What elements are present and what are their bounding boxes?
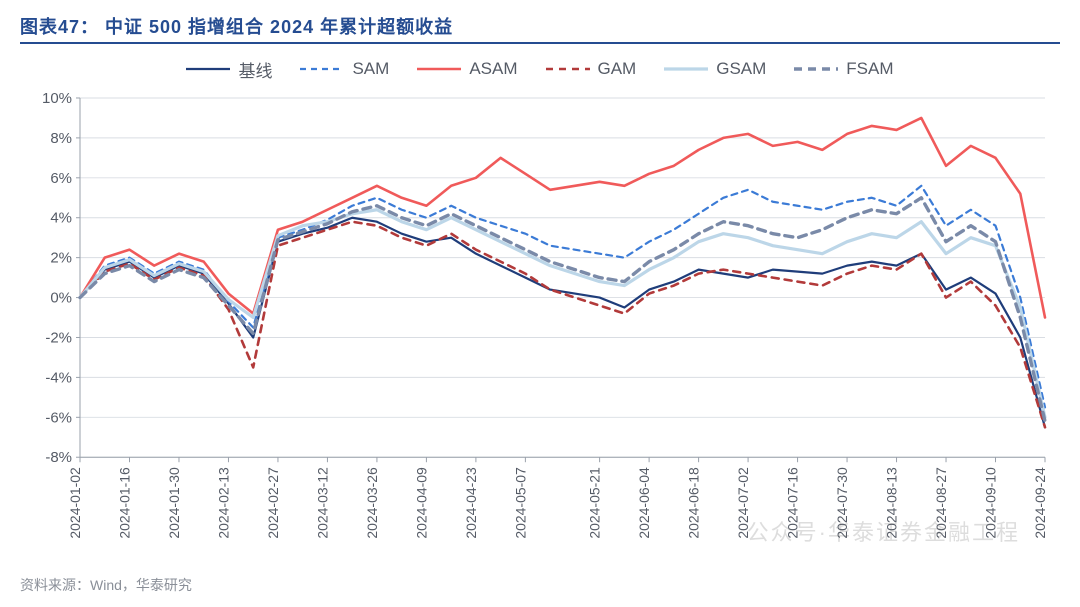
legend-item-fsam: FSAM <box>794 59 893 79</box>
legend-label-asam: ASAM <box>469 59 517 79</box>
x-tick-label: 2024-05-07 <box>512 467 528 539</box>
legend-swatch-asam <box>417 62 461 76</box>
legend-item-baseline: 基线 <box>186 57 272 82</box>
series-gam <box>80 222 1045 428</box>
series-baseline <box>80 218 1045 428</box>
legend-swatch-baseline <box>186 62 230 76</box>
x-tick-label: 2024-01-02 <box>67 467 83 539</box>
x-tick-label: 2024-03-12 <box>314 467 330 539</box>
chart-area: 基线 SAM ASAM GAM GSAM FSAM -8% -6% -4% -2% 0% 2% 4% 6… <box>20 50 1060 567</box>
legend-label-gam: GAM <box>598 59 637 79</box>
y-tick-label: 6% <box>50 170 72 187</box>
x-tick-label: 2024-03-26 <box>364 467 380 539</box>
y-tick-label: -2% <box>45 329 72 346</box>
plot-region: -8% -6% -4% -2% 0% 2% 4% 6% 8% 10% 2024-01-02 2024-… <box>20 88 1060 567</box>
title-bar: 图表47： 中证 500 指增组合 2024 年累计超额收益 <box>20 10 1060 44</box>
series-gsam <box>80 210 1045 418</box>
chart-figure: 图表47： 中证 500 指增组合 2024 年累计超额收益 基线 SAM ASAM… <box>0 0 1080 607</box>
x-tick-label: 2024-06-04 <box>636 467 652 539</box>
legend-swatch-gsam <box>664 62 708 76</box>
legend-item-sam: SAM <box>300 59 389 79</box>
legend-item-gam: GAM <box>546 59 637 79</box>
x-tick-label: 2024-07-30 <box>834 467 850 539</box>
plot-svg: -8% -6% -4% -2% 0% 2% 4% 6% 8% 10% 2024-01-02 2024-… <box>20 88 1060 567</box>
legend-swatch-gam <box>546 62 590 76</box>
x-tick-label: 2024-04-23 <box>463 467 479 539</box>
chart-title: 图表47： 中证 500 指增组合 2024 年累计超额收益 <box>20 13 453 39</box>
x-tick-label: 2024-07-02 <box>735 467 751 539</box>
source-footer: 资料来源：Wind，华泰研究 <box>20 575 192 595</box>
legend-swatch-fsam <box>794 62 838 76</box>
legend-swatch-sam <box>300 62 344 76</box>
x-tick-label: 2024-08-13 <box>884 467 900 539</box>
x-tick-label: 2024-06-18 <box>686 467 702 539</box>
y-tick-label: 0% <box>50 290 72 307</box>
series-fsam <box>80 198 1045 422</box>
y-tick-label: -6% <box>45 409 72 426</box>
legend-label-sam: SAM <box>352 59 389 79</box>
y-tick-label: 8% <box>50 130 72 147</box>
x-tick-label: 2024-09-10 <box>982 467 998 539</box>
y-tick-label: -4% <box>45 369 72 386</box>
legend-label-baseline: 基线 <box>238 57 272 82</box>
x-tick-label: 2024-01-16 <box>116 467 132 539</box>
legend-label-fsam: FSAM <box>846 59 893 79</box>
x-tick-label: 2024-02-13 <box>215 467 231 539</box>
y-tick-label: 2% <box>50 250 72 267</box>
x-tick-label: 2024-05-21 <box>587 467 603 539</box>
x-tick-label: 2024-09-24 <box>1032 467 1048 539</box>
y-tick-label: 4% <box>50 210 72 227</box>
legend-label-gsam: GSAM <box>716 59 766 79</box>
x-tick-label: 2024-08-27 <box>933 467 949 539</box>
legend-item-asam: ASAM <box>417 59 517 79</box>
x-tick-label: 2024-07-16 <box>785 467 801 539</box>
x-tick-label: 2024-01-30 <box>166 467 182 539</box>
x-tick-label: 2024-04-09 <box>413 467 429 539</box>
x-tick-label: 2024-02-27 <box>265 467 281 539</box>
y-tick-label: 10% <box>42 90 72 107</box>
y-tick-label: -8% <box>45 449 72 466</box>
legend-item-gsam: GSAM <box>664 59 766 79</box>
legend: 基线 SAM ASAM GAM GSAM FSAM <box>20 54 1060 84</box>
